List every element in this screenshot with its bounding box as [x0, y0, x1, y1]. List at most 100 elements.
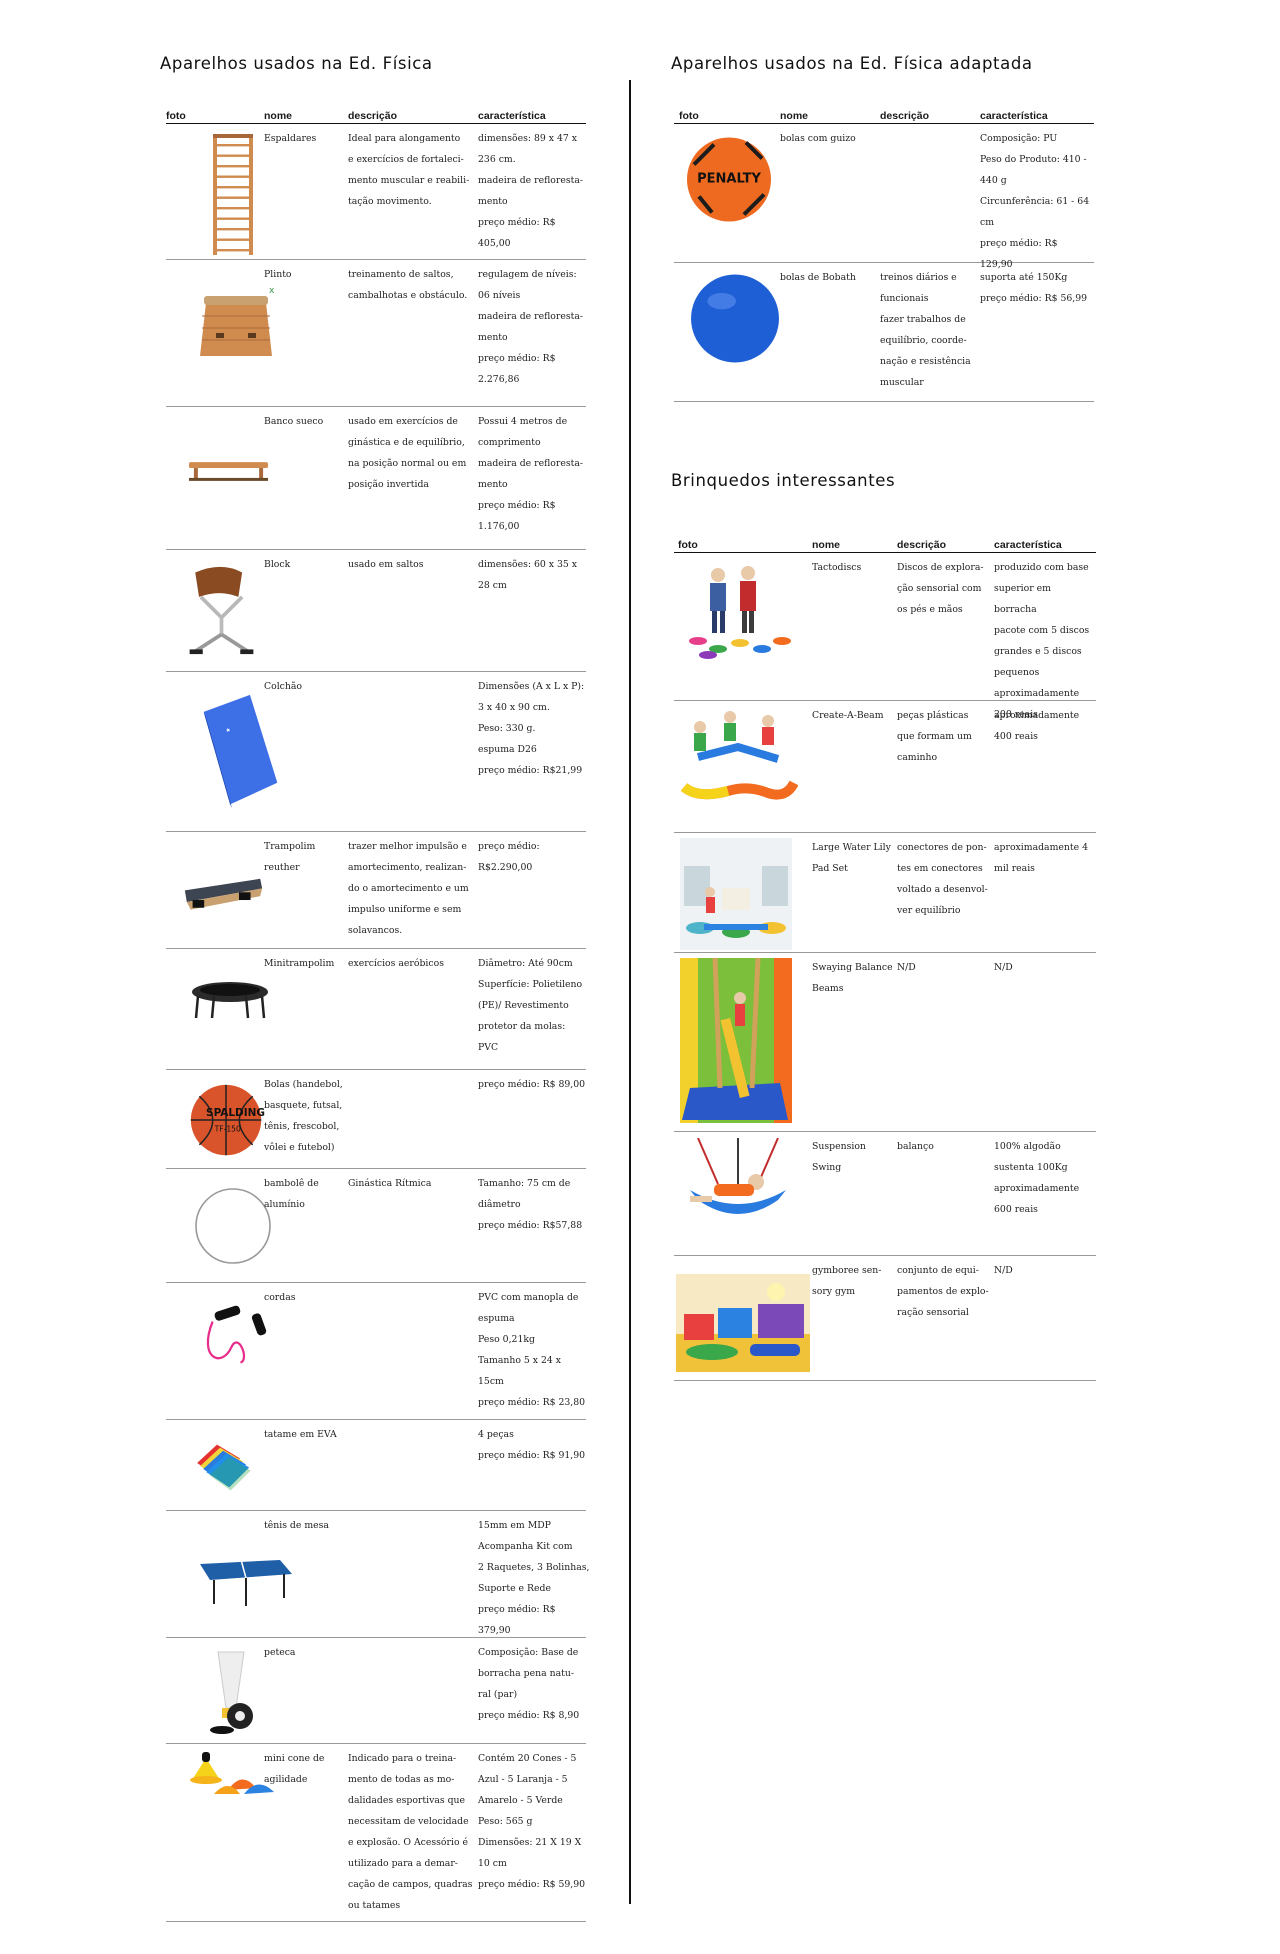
item-characteristics-line: mento: [478, 196, 508, 207]
table-row: cordas PVC com manopla de espuma Peso 0,21k…: [166, 1283, 586, 1420]
table-row: Suspension Swing balanço 100% algodão susten…: [674, 1132, 1096, 1256]
item-characteristics: preço médio: R$ 89,00: [478, 1074, 590, 1095]
item-description: conectores de pon-tes em conectores volta…: [897, 837, 992, 921]
item-description-line: treinos diários e: [880, 272, 957, 283]
item-characteristics: 100% algodão sustenta 100Kg aproximadament…: [994, 1136, 1094, 1220]
column-header-foto: foto: [166, 110, 186, 122]
item-name: Block: [264, 554, 344, 575]
svg-text:TF-150: TF-150: [214, 1124, 241, 1133]
item-name-line: sory gym: [812, 1286, 856, 1297]
item-description-line: funcionais: [880, 293, 929, 304]
item-name: Tactodiscs: [812, 557, 894, 578]
item-characteristics-line: suporta até 150Kg: [980, 272, 1068, 283]
item-description-line: muscular: [880, 377, 924, 388]
item-characteristics-line: Suporte e Rede: [478, 1583, 551, 1594]
item-characteristics-line: 1.176,00: [478, 521, 520, 532]
item-characteristics: Possui 4 metros de comprimento madeira de …: [478, 411, 590, 537]
item-characteristics-line: Peso: 565 g: [478, 1816, 533, 1827]
item-description-line: do o amortecimento e um: [348, 883, 469, 894]
item-characteristics-line: preço médio: R$ 379,90: [478, 1604, 556, 1636]
agility-cones-photo: [184, 1750, 279, 1810]
item-name-line: bolas com guizo: [780, 133, 856, 144]
column-header-descricao: descrição: [880, 110, 930, 122]
toys-table: foto nome descrição característica Tactodisc…: [674, 536, 1096, 1381]
item-name-line: Pad Set: [812, 863, 848, 874]
item-characteristics-line: madeira de refloresta-: [478, 311, 584, 322]
item-characteristics-line: PVC: [478, 1042, 499, 1053]
item-characteristics-line: 2 Raquetes, 3 Bolinhas,: [478, 1562, 590, 1573]
item-characteristics-line: Peso do Produto: 410 -: [980, 154, 1087, 165]
item-name: bolas com guizo: [780, 128, 875, 149]
item-description-line: os pés e mãos: [897, 604, 963, 615]
item-characteristics-line: aproximadamente: [994, 688, 1080, 699]
tactodiscs-photo: [678, 559, 796, 669]
item-characteristics: Composição: PU Peso do Produto: 410 - 440 …: [980, 128, 1090, 275]
column-header-foto: foto: [678, 539, 698, 551]
item-description-line: balanço: [897, 1141, 934, 1152]
item-characteristics-line: preço médio: R$: [478, 353, 556, 364]
table-row: gymboree sen-sory gym conjunto de equi-pa…: [674, 1256, 1096, 1381]
item-characteristics-line: 100% algodão: [994, 1141, 1061, 1152]
item-characteristics-line: 236 cm.: [478, 154, 516, 165]
section-title-adapted-physical-ed: Aparelhos usados na Ed. Física adaptada: [671, 54, 1033, 73]
item-description: exercícios aeróbicos: [348, 953, 473, 974]
item-name-line: bolas de Bobath: [780, 272, 856, 283]
item-description-line: usado em exercícios de: [348, 416, 458, 427]
item-description-line: ginástica e de equilíbrio,: [348, 437, 465, 448]
item-name: Trampolim reuther: [264, 836, 344, 878]
item-name-line: Tactodiscs: [812, 562, 862, 573]
item-characteristics: PVC com manopla de espuma Peso 0,21kg Taman…: [478, 1287, 590, 1413]
swedish-bench-photo: [186, 452, 271, 500]
item-name: bambolê de alumínio: [264, 1173, 344, 1215]
item-characteristics-line: preço médio:: [478, 841, 540, 852]
item-name-line: basquete, futsal,: [264, 1100, 343, 1111]
item-name-line: Banco sueco: [264, 416, 324, 427]
item-characteristics-line: regulagem de níveis:: [478, 269, 577, 280]
column-header-nome: nome: [780, 110, 809, 122]
item-characteristics-line: preço médio: R$ 405,00: [478, 217, 556, 249]
item-characteristics-line: mento: [478, 479, 508, 490]
item-name: Suspension Swing: [812, 1136, 894, 1178]
item-description-line: trazer melhor impulsão e: [348, 841, 467, 852]
column-header-caracteristica: característica: [980, 110, 1048, 122]
item-characteristics-line: 15cm: [478, 1376, 504, 1387]
item-description: N/D: [897, 957, 992, 978]
item-description-line: cambalhotas e obstáculo.: [348, 290, 468, 301]
item-description-line: dalidades esportivas que: [348, 1795, 466, 1806]
item-characteristics-line: comprimento: [478, 437, 541, 448]
table-row: PENALTY bolas com guizo Composição: PU Peso…: [674, 124, 1094, 270]
item-name: Bolas (handebol, basquete, futsal, tênis, …: [264, 1074, 344, 1158]
item-description-line: mento muscular e reabili-: [348, 175, 470, 186]
item-characteristics-line: preço médio: R$57,88: [478, 1220, 583, 1231]
item-description-line: peças plásticas: [897, 710, 969, 721]
item-characteristics-line: preço médio: R$ 89,00: [478, 1079, 586, 1090]
item-description-line: solavancos.: [348, 925, 403, 936]
equipment-table: foto nome descrição característica Espaldare…: [166, 107, 589, 1922]
item-characteristics-line: 15mm em MDP: [478, 1520, 551, 1531]
item-characteristics-line: superior em borracha: [994, 583, 1051, 615]
table-header: foto nome descrição característica: [166, 107, 586, 124]
item-characteristics-line: preço médio: R$ 59,90: [478, 1879, 586, 1890]
item-description-line: tação movimento.: [348, 196, 432, 207]
item-characteristics-line: preço médio: R$21,99: [478, 765, 583, 776]
column-header-caracteristica: característica: [478, 110, 546, 122]
column-header-caracteristica: característica: [994, 539, 1062, 551]
item-characteristics-line: Composição: Base de: [478, 1647, 579, 1658]
table-row: peteca Composição: Base de borracha pena n…: [166, 1638, 586, 1744]
item-name-line: mini cone de: [264, 1753, 325, 1764]
svg-text:SPALDING: SPALDING: [206, 1107, 265, 1119]
item-characteristics-line: Peso: 330 g.: [478, 723, 536, 734]
item-name: Swaying Balance Beams: [812, 957, 894, 999]
item-characteristics: N/D: [994, 957, 1094, 978]
table-row: Create-A-Beam peças plásticas que formam u…: [674, 701, 1096, 833]
item-characteristics: aproximadamente 4 mil reais: [994, 837, 1094, 879]
item-description-line: voltado a desenvol-: [897, 884, 988, 895]
item-description-line: exercícios aeróbicos: [348, 958, 444, 969]
item-characteristics-line: 06 níveis: [478, 290, 521, 301]
item-description-line: fazer trabalhos de: [880, 314, 966, 325]
item-characteristics-line: preço médio: R$ 56,99: [980, 293, 1088, 304]
basketball-photo: SPALDING TF-150: [184, 1082, 269, 1168]
item-characteristics-line: Dimensões (A x L x P):: [478, 681, 585, 692]
column-header-foto: foto: [679, 110, 699, 122]
item-characteristics-line: preço médio: R$ 8,90: [478, 1710, 580, 1721]
